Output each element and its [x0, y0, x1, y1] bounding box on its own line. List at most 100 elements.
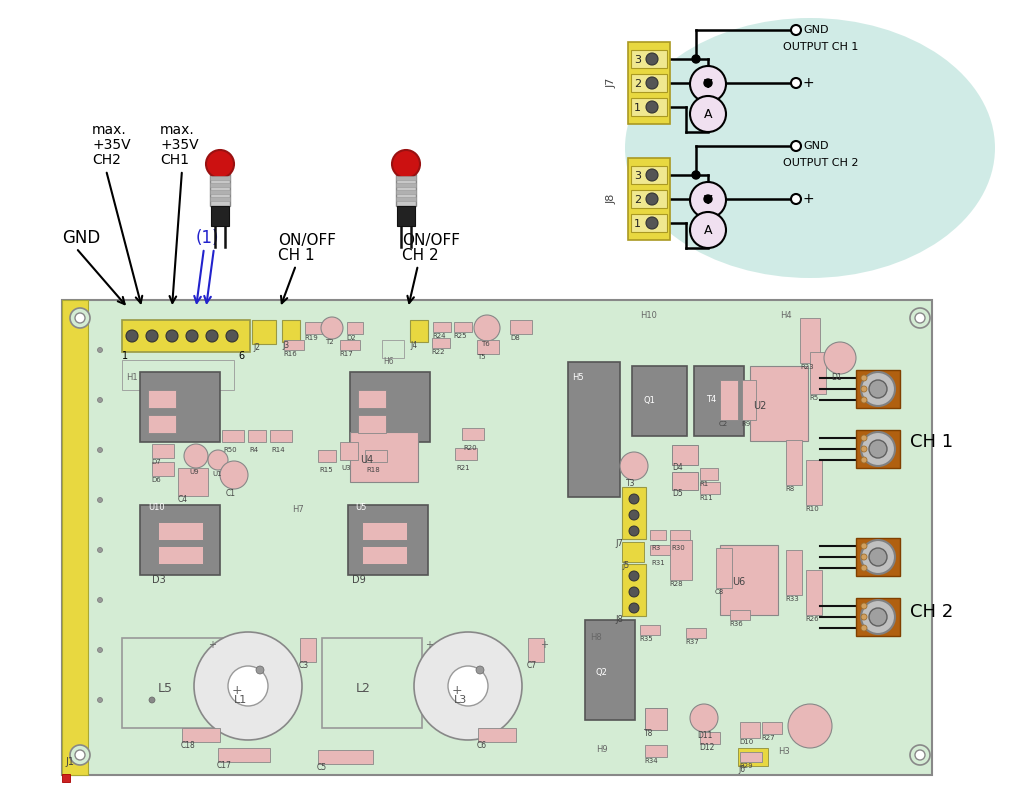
Text: V: V: [703, 194, 713, 206]
Circle shape: [449, 666, 488, 706]
Text: C3: C3: [299, 662, 309, 670]
Circle shape: [629, 571, 639, 581]
Text: R22: R22: [431, 349, 444, 355]
Text: GND: GND: [803, 25, 828, 35]
Circle shape: [184, 444, 208, 468]
Text: 3: 3: [634, 55, 641, 65]
Bar: [740, 722, 760, 738]
Text: R28: R28: [669, 581, 683, 587]
Circle shape: [97, 447, 102, 453]
Circle shape: [220, 461, 248, 489]
Text: ON/OFF: ON/OFF: [402, 233, 460, 247]
Circle shape: [910, 745, 930, 765]
Circle shape: [646, 193, 658, 205]
Text: D1: D1: [831, 374, 842, 382]
Text: Q2: Q2: [595, 667, 607, 677]
Bar: [122, 320, 250, 352]
Circle shape: [208, 450, 228, 470]
Bar: [350, 432, 418, 482]
Bar: [462, 428, 484, 440]
Bar: [252, 320, 276, 344]
Circle shape: [206, 330, 218, 342]
Bar: [358, 415, 386, 433]
Text: D11: D11: [697, 730, 713, 739]
Bar: [178, 468, 208, 496]
Bar: [730, 610, 750, 620]
Bar: [210, 197, 230, 201]
Text: +: +: [452, 683, 463, 697]
Bar: [510, 320, 532, 334]
Ellipse shape: [625, 18, 995, 278]
Text: C7: C7: [527, 662, 538, 670]
Bar: [631, 98, 667, 116]
Text: L5: L5: [158, 682, 173, 694]
Circle shape: [869, 380, 887, 398]
Text: A: A: [703, 107, 713, 121]
Bar: [672, 445, 698, 465]
Circle shape: [629, 494, 639, 504]
Text: H10: H10: [640, 311, 656, 321]
Text: U2: U2: [753, 401, 766, 411]
Bar: [122, 638, 232, 728]
Bar: [322, 638, 422, 728]
Text: Q1: Q1: [644, 395, 656, 405]
Text: J5: J5: [622, 562, 629, 570]
Bar: [856, 538, 900, 576]
Text: R33: R33: [785, 596, 799, 602]
Bar: [211, 206, 229, 226]
Text: D10: D10: [739, 739, 754, 745]
Text: R37: R37: [685, 639, 698, 645]
Bar: [856, 598, 900, 636]
Text: H8: H8: [590, 634, 602, 642]
Bar: [122, 360, 234, 390]
Text: U9: U9: [189, 469, 199, 475]
Text: R21: R21: [456, 465, 470, 471]
Bar: [410, 320, 428, 342]
Bar: [300, 638, 316, 662]
Circle shape: [861, 446, 867, 452]
Bar: [528, 638, 544, 662]
Bar: [628, 158, 670, 240]
Text: R25: R25: [453, 333, 467, 339]
Text: R30: R30: [671, 545, 685, 551]
Bar: [694, 366, 744, 436]
Circle shape: [620, 452, 648, 480]
Text: R17: R17: [339, 351, 352, 357]
Bar: [720, 545, 778, 615]
Text: R5: R5: [809, 395, 818, 401]
Circle shape: [690, 66, 726, 102]
Bar: [348, 505, 428, 575]
Bar: [645, 745, 667, 757]
Text: +35V: +35V: [92, 138, 131, 152]
Text: R35: R35: [639, 636, 652, 642]
Text: +: +: [232, 683, 243, 697]
Circle shape: [629, 526, 639, 536]
Bar: [670, 540, 692, 580]
Bar: [670, 530, 690, 540]
Text: U5: U5: [355, 503, 367, 513]
Bar: [686, 628, 706, 638]
Text: J1: J1: [65, 757, 74, 767]
Circle shape: [690, 182, 726, 218]
Circle shape: [910, 308, 930, 328]
Bar: [62, 774, 70, 782]
Text: C6: C6: [477, 742, 487, 750]
Bar: [397, 206, 415, 226]
Circle shape: [228, 666, 268, 706]
Text: D9: D9: [352, 575, 366, 585]
Bar: [350, 372, 430, 442]
Text: C17: C17: [217, 762, 231, 770]
Text: R50: R50: [223, 447, 237, 453]
Bar: [568, 362, 620, 497]
Circle shape: [861, 603, 867, 609]
Bar: [650, 545, 670, 555]
Text: H9: H9: [596, 746, 607, 754]
Bar: [158, 546, 203, 564]
Bar: [158, 522, 203, 540]
Circle shape: [256, 666, 264, 674]
Text: J2: J2: [253, 343, 260, 353]
Text: 6: 6: [238, 351, 244, 361]
Circle shape: [705, 195, 712, 203]
Bar: [700, 468, 718, 480]
Circle shape: [75, 750, 85, 760]
